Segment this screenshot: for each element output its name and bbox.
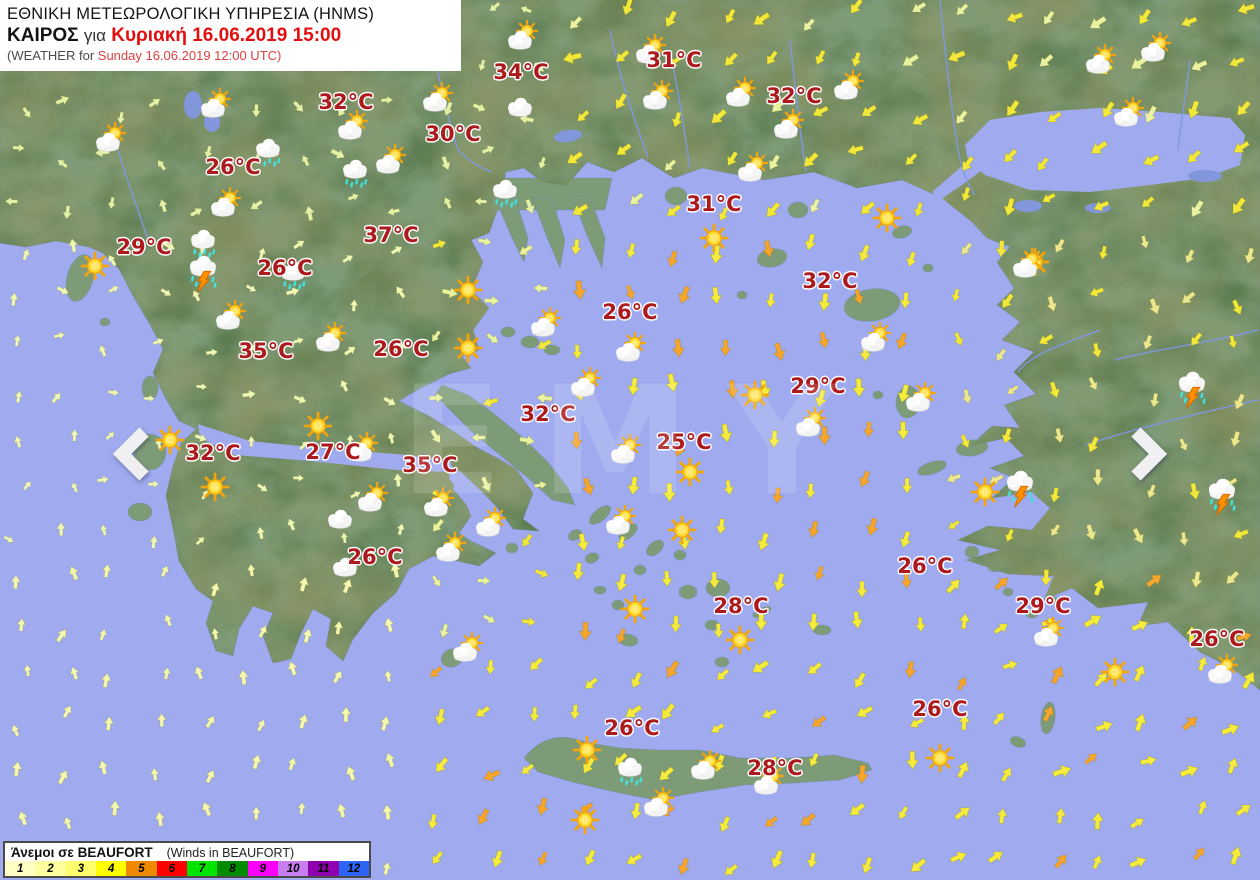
- beaufort-cell-5: 5: [126, 861, 157, 876]
- temperature-label: 31°C: [686, 192, 742, 216]
- temperature-label: 26°C: [205, 155, 261, 179]
- temperature-label: 32°C: [766, 84, 822, 108]
- legend-title-english: (Winds in BEAUFORT): [166, 846, 295, 860]
- agency-title: ΕΘΝΙΚΗ ΜΕΤΕΩΡΟΛΟΓΙΚΗ ΥΠΗΡΕΣΙΑ (HNMS): [7, 5, 375, 23]
- weather-icon-sun: [740, 380, 770, 410]
- temperature-label: 26°C: [602, 300, 658, 324]
- beaufort-cell-10: 10: [277, 861, 309, 876]
- forecast-title-gr: ΚΑΙΡΟΣ για Κυριακή 16.06.2019 15:00: [7, 25, 457, 47]
- weather-icon-sun: [155, 425, 185, 455]
- forecast-title-en: (WEATHER for Sunday 16.06.2019 12:00 UTC…: [7, 48, 457, 63]
- weather-icon-sun: [200, 472, 230, 502]
- beaufort-cell-9: 9: [247, 861, 278, 876]
- weather-icon-sun: [725, 625, 755, 655]
- next-forecast-button[interactable]: [1126, 424, 1172, 484]
- forecast-date-gr: Κυριακή 16.06.2019 15:00: [111, 25, 342, 46]
- temperature-label: 26°C: [373, 337, 429, 361]
- for-label-en: (WEATHER for: [7, 48, 95, 63]
- chevron-right-icon: [1131, 427, 1168, 481]
- beaufort-cell-4: 4: [95, 861, 127, 876]
- temperature-label: 26°C: [897, 554, 953, 578]
- beaufort-cell-12: 12: [338, 861, 369, 876]
- weather-icon-sun: [453, 333, 483, 363]
- legend-title-greek: Άνεμοι σε BEAUFORT: [11, 845, 153, 860]
- temperature-label: 31°C: [646, 48, 702, 72]
- weather-icon-sun: [620, 594, 650, 624]
- beaufort-cell-8: 8: [217, 861, 248, 876]
- temperature-label: 32°C: [520, 402, 576, 426]
- previous-forecast-button[interactable]: [108, 424, 154, 484]
- beaufort-cell-3: 3: [65, 861, 96, 876]
- temperature-label: 29°C: [116, 235, 172, 259]
- weather-icon-sun: [970, 477, 1000, 507]
- temperature-label: 26°C: [257, 256, 313, 280]
- beaufort-cell-2: 2: [35, 861, 66, 876]
- temperature-label: 35°C: [238, 339, 294, 363]
- temperature-label: 35°C: [402, 453, 458, 477]
- beaufort-cell-7: 7: [186, 861, 218, 876]
- temperature-label: 26°C: [912, 697, 968, 721]
- rivers: [117, 0, 1259, 446]
- weather-icon-sun: [872, 203, 902, 233]
- temperature-label: 28°C: [713, 594, 769, 618]
- temperature-label: 29°C: [790, 374, 846, 398]
- map-header: ΕΘΝΙΚΗ ΜΕΤΕΩΡΟΛΟΓΙΚΗ ΥΠΗΡΕΣΙΑ (HNMS) ΚΑΙ…: [0, 0, 461, 71]
- temperature-label: 28°C: [747, 756, 803, 780]
- kairos-label: ΚΑΙΡΟΣ: [7, 25, 79, 46]
- beaufort-legend: Άνεμοι σε BEAUFORT (Winds in BEAUFORT) 1…: [3, 841, 371, 878]
- water-features: [184, 91, 1245, 528]
- weather-icon-sun: [570, 805, 600, 835]
- temperature-label: 25°C: [656, 430, 712, 454]
- weather-icon-sun: [572, 735, 602, 765]
- chevron-left-icon: [112, 427, 149, 481]
- weather-icon-sun: [1100, 657, 1130, 687]
- weather-icon-sun: [675, 457, 705, 487]
- beaufort-cell-6: 6: [156, 861, 187, 876]
- weather-icon-sun: [453, 275, 483, 305]
- weather-icon-sun: [925, 743, 955, 773]
- temperature-label: 27°C: [305, 440, 361, 464]
- forecast-date-en: Sunday 16.06.2019 12:00 UTC): [97, 48, 282, 63]
- weather-icon-sun: [303, 411, 333, 441]
- temperature-label: 34°C: [493, 60, 549, 84]
- beaufort-cell-1: 1: [5, 861, 36, 876]
- beaufort-cell-11: 11: [308, 861, 339, 876]
- temperature-label: 26°C: [1189, 627, 1245, 651]
- temperature-label: 29°C: [1015, 594, 1071, 618]
- temperature-label: 32°C: [318, 90, 374, 114]
- temperature-label: 26°C: [604, 716, 660, 740]
- temperature-label: 37°C: [363, 223, 419, 247]
- weather-icon-sun: [699, 223, 729, 253]
- temperature-label: 32°C: [185, 441, 241, 465]
- for-label-gr: για: [83, 26, 106, 45]
- temperature-label: 32°C: [802, 269, 858, 293]
- beaufort-scale: 1 2 3 4 5 6 7 8 9 10 11 12: [5, 861, 369, 876]
- temperature-label: 26°C: [347, 545, 403, 569]
- temperature-label: 30°C: [425, 122, 481, 146]
- weather-icon-sun: [667, 515, 697, 545]
- weather-icon-sun: [80, 251, 110, 281]
